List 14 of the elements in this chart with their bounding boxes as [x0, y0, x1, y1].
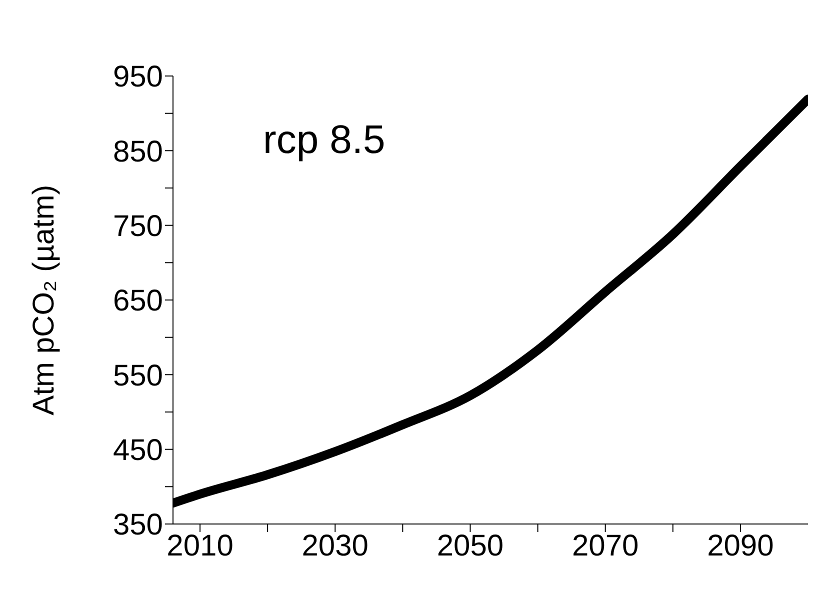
y-tick-label: 750: [112, 210, 163, 243]
y-tick-label: 450: [112, 434, 163, 467]
x-tick-label: 2050: [436, 529, 504, 562]
x-tick-label: 2070: [572, 529, 639, 562]
x-tick-label: 2030: [302, 529, 369, 562]
y-tick-label: 550: [112, 359, 163, 392]
y-tick-label: 650: [112, 284, 163, 318]
x-tick-label: 2090: [707, 529, 774, 562]
annotation: rcp 8.5: [263, 118, 386, 163]
y-axis-title: Atm pCO₂ (µatm): [28, 184, 61, 416]
y-tick-label: 850: [112, 135, 163, 168]
y-tick-label: 350: [112, 508, 163, 542]
x-tick-label: 2010: [166, 529, 234, 562]
y-tick-label: 950: [112, 60, 163, 94]
